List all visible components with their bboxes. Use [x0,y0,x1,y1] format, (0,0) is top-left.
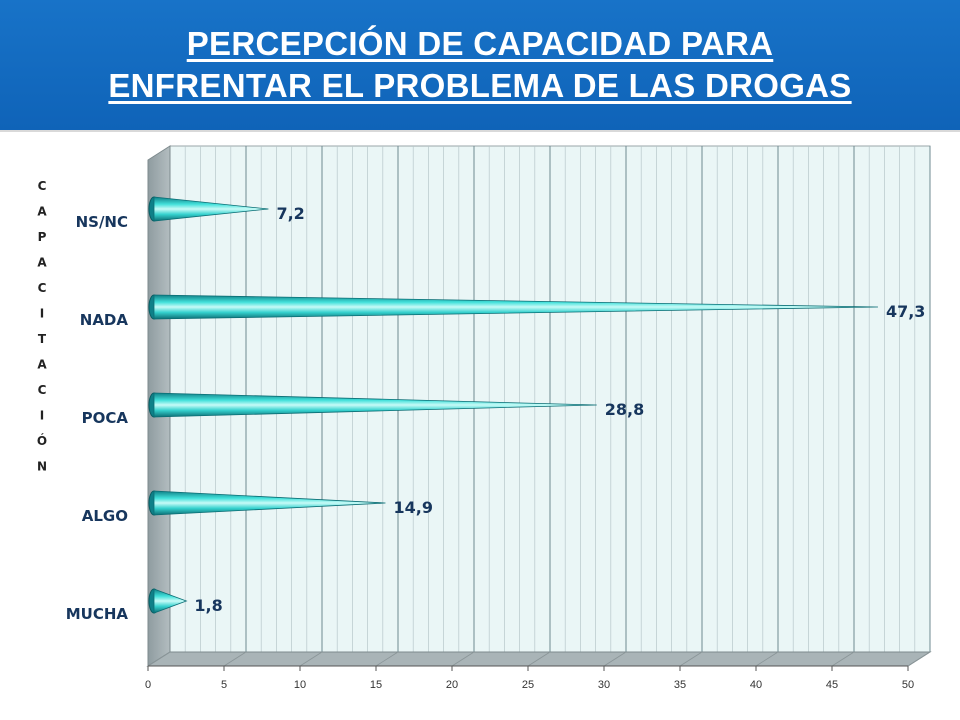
floor-gridline [451,651,475,667]
x-tick-label: 20 [446,679,458,691]
cone-bar-algo [153,490,386,516]
category-label-algo: ALGO [82,507,128,525]
x-tick-label: 15 [370,679,382,691]
x-tick-label: 45 [826,679,838,691]
header-banner: PERCEPCIÓN DE CAPACIDAD PARA ENFRENTAR E… [0,0,960,130]
y-axis-title-letter: I [40,409,44,423]
cone-bar-poca [153,392,597,418]
category-label-ns-nc: NS/NC [76,213,128,231]
x-tick-label: 35 [674,679,686,691]
floor-gridline [831,651,855,667]
y-axis-title-letter: T [38,332,47,346]
floor-gridline [147,651,171,667]
cone-bar-chart: 0 5 10 15 20 25 30 35 40 45 50 1,8 MUCHA 14,9 ALGO 28,8… [37,145,932,691]
value-label-ns-nc: 7,2 [276,204,304,223]
header-divider [0,130,960,132]
category-label-mucha: MUCHA [66,605,129,623]
y-axis-title-letter: Ó [37,433,47,448]
category-label-poca: POCA [82,409,129,427]
page-title: PERCEPCIÓN DE CAPACIDAD PARA ENFRENTAR E… [108,23,851,107]
y-axis-title-letter: A [37,256,47,270]
title-line-1: PERCEPCIÓN DE CAPACIDAD PARA [186,25,774,62]
y-axis-title-letter: I [40,307,44,321]
x-tick-label: 30 [598,679,610,691]
y-axis-title-letter: N [37,460,47,474]
x-tick-label: 5 [221,679,227,691]
floor-gridline [755,651,779,667]
floor-gridline [527,651,551,667]
floor-gridline [375,651,399,667]
value-label-algo: 14,9 [393,498,432,517]
y-axis-title-letter: C [38,383,47,397]
floor-gridline [907,651,931,667]
floor-gridline [299,651,323,667]
cone-bar-nada [153,294,878,320]
y-axis-title-letter: A [37,358,47,372]
y-axis-title-letter: A [37,205,47,219]
cone-bar-mucha [153,588,188,614]
x-tick-label: 40 [750,679,762,691]
value-label-nada: 47,3 [886,302,925,321]
floor-gridline [223,651,247,667]
cone-bar-ns-nc [153,196,269,222]
x-tick-label: 0 [145,679,151,691]
y-axis-title-letter: C [38,179,47,193]
value-label-poca: 28,8 [605,400,644,419]
x-tick-label: 50 [902,679,914,691]
x-tick-label: 25 [522,679,534,691]
y-axis-title-letter: P [38,230,47,244]
title-line-2: ENFRENTAR EL PROBLEMA DE LAS DROGAS [108,67,852,104]
y-axis-title-letter: C [38,281,47,295]
floor-gridline [603,651,627,667]
category-label-nada: NADA [80,311,129,329]
x-tick-label: 10 [294,679,306,691]
floor-gridline [679,651,703,667]
plot-area: 0 5 10 15 20 25 30 35 40 45 50 1,8 MUCHA 14,9 ALGO 28,8… [66,145,932,691]
value-label-mucha: 1,8 [194,596,222,615]
